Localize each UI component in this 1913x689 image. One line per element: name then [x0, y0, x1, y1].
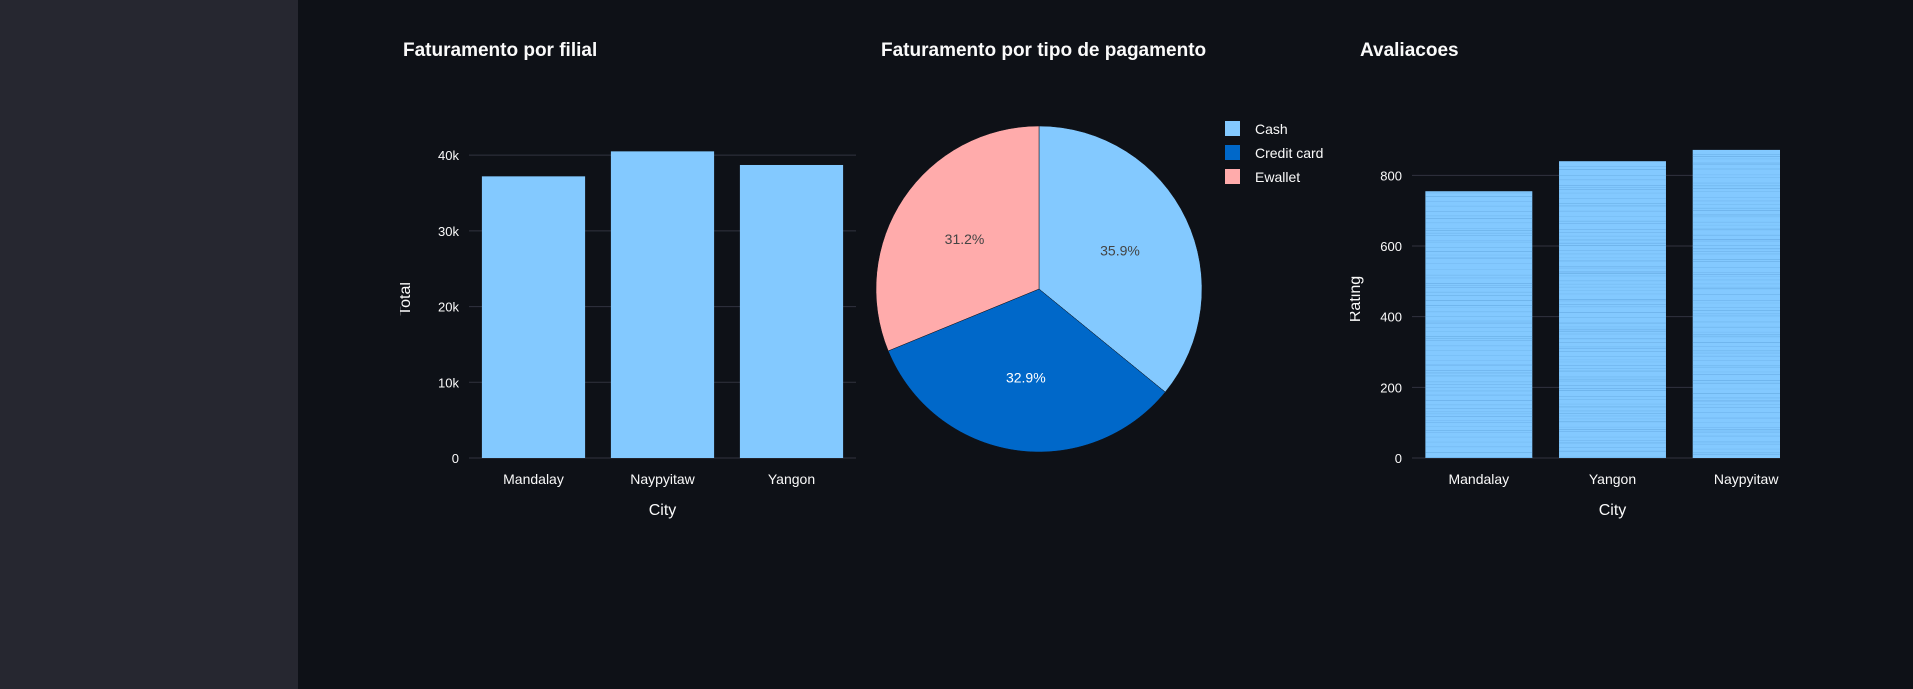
- filial-x-axis-title: City: [649, 502, 677, 519]
- avaliacoes-bar: [1692, 149, 1780, 458]
- avaliacoes-ytick-label: 800: [1380, 168, 1402, 183]
- avaliacoes-bar: [1425, 191, 1533, 458]
- avaliacoes-bar-segments: [1559, 166, 1666, 458]
- pie-slice: [1038, 125, 1203, 393]
- chart-avaliacoes: 0 200 400 600 800 Mandalay Yangon Naypyitaw City…: [1350, 149, 1780, 519]
- chart-faturamento-pagamento: 35.9% 32.9% 31.2% Cash Credit card Ewallet: [875, 121, 1323, 453]
- avaliacoes-ytick-label: 0: [1395, 451, 1402, 466]
- main-content: Faturamento por filial Faturamento por t…: [298, 0, 1913, 689]
- filial-bar: [481, 176, 586, 458]
- filial-bar: [739, 164, 844, 458]
- avaliacoes-ytick-label: 400: [1380, 310, 1402, 325]
- chart-faturamento-filial: 0 10k 20k 30k 40k Mandalay Naypyitaw Yangon City…: [400, 148, 856, 519]
- pie-slice: [887, 288, 1166, 453]
- avaliacoes-y-axis-title: Rating: [1350, 276, 1364, 322]
- chart-title-avaliacoes: Avaliacoes: [1360, 40, 1459, 61]
- chart-title-filial: Faturamento por filial: [403, 40, 598, 61]
- avaliacoes-x-axis-title: City: [1599, 502, 1627, 519]
- filial-ytick-label: 10k: [438, 375, 459, 390]
- avaliacoes-ytick-label: 600: [1380, 239, 1402, 254]
- pie-slice-label: 31.2%: [945, 231, 985, 247]
- legend-label: Ewallet: [1255, 169, 1300, 185]
- avaliacoes-xtick-label: Naypyitaw: [1714, 471, 1779, 487]
- legend-swatch: [1225, 121, 1240, 136]
- avaliacoes-bar: [1559, 161, 1666, 458]
- filial-y-axis-title: Total: [400, 282, 414, 316]
- legend-swatch: [1225, 145, 1240, 160]
- pie-slice-label: 35.9%: [1100, 243, 1140, 259]
- filial-xtick-label: Yangon: [768, 471, 815, 487]
- avaliacoes-xtick-label: Yangon: [1589, 471, 1636, 487]
- pie-slice-label: 32.9%: [1006, 370, 1046, 386]
- filial-ytick-label: 0: [452, 451, 459, 466]
- sidebar: [0, 0, 298, 689]
- legend-swatch: [1225, 169, 1240, 184]
- chart-title-pagamento: Faturamento por tipo de pagamento: [881, 40, 1207, 61]
- filial-ytick-label: 40k: [438, 148, 459, 163]
- avaliacoes-bar-segments: [1425, 192, 1533, 458]
- filial-bar: [610, 151, 715, 458]
- legend-label: Credit card: [1255, 145, 1323, 161]
- filial-xtick-label: Mandalay: [503, 471, 564, 487]
- filial-ytick-label: 30k: [438, 224, 459, 239]
- avaliacoes-ytick-label: 200: [1380, 380, 1402, 395]
- filial-ytick-label: 20k: [438, 300, 459, 315]
- pie-slice: [875, 125, 1040, 352]
- avaliacoes-bar-segments: [1692, 154, 1780, 455]
- filial-xtick-label: Naypyitaw: [630, 471, 695, 487]
- avaliacoes-xtick-label: Mandalay: [1448, 471, 1509, 487]
- legend-label: Cash: [1255, 121, 1288, 137]
